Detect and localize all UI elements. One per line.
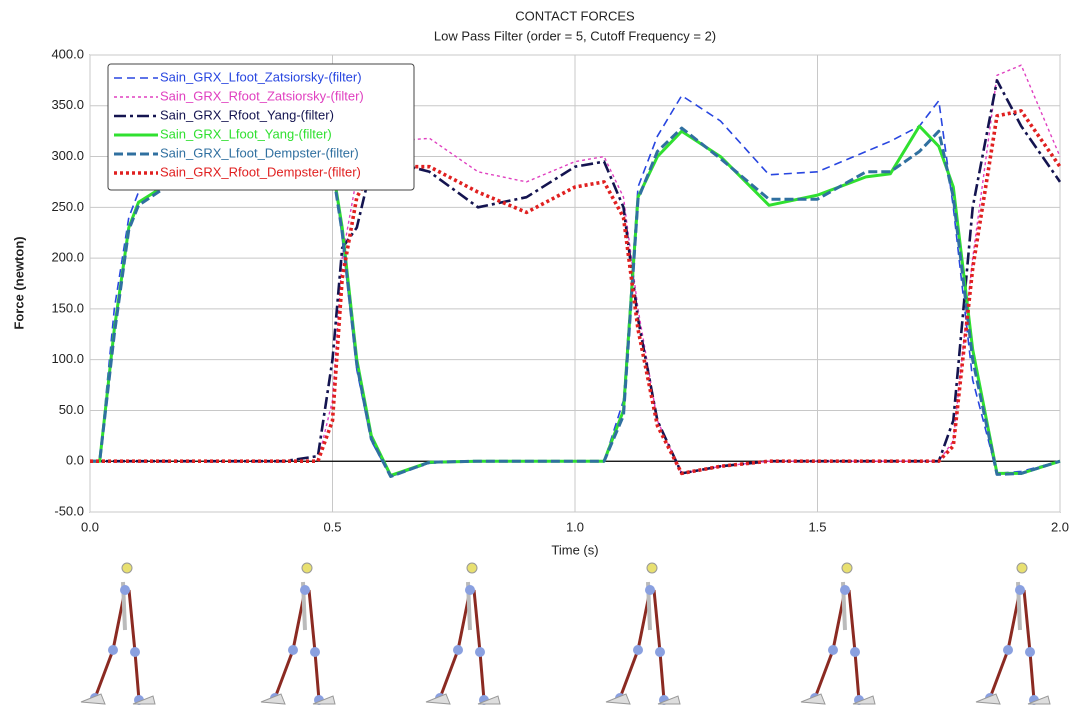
legend-label: Sain_GRX_Rfoot_Zatsiorsky-(filter)	[160, 88, 364, 103]
y-tick-label: 100.0	[51, 351, 84, 366]
y-tick-label: 150.0	[51, 300, 84, 315]
x-tick-label: 1.0	[566, 519, 584, 534]
y-tick-label: 400.0	[51, 46, 84, 61]
chart-title: CONTACT FORCES	[515, 8, 635, 23]
y-tick-label: 200.0	[51, 250, 84, 265]
legend-label: Sain_GRX_Lfoot_Dempster-(filter)	[160, 145, 359, 160]
legend-label: Sain_GRX_Lfoot_Yang-(filter)	[160, 126, 332, 141]
x-axis-label: Time (s)	[551, 542, 598, 557]
legend-box	[107, 63, 415, 191]
x-tick-label: 2.0	[1051, 519, 1069, 534]
y-axis-label: Force (newton)	[11, 236, 26, 329]
y-tick-label: -50.0	[54, 503, 84, 518]
y-tick-label: 0.0	[66, 453, 84, 468]
series-line	[90, 109, 1062, 476]
y-tick-label: 350.0	[51, 97, 84, 112]
x-tick-label: 1.5	[808, 519, 826, 534]
legend-label: Sain_GRX_Lfoot_Zatsiorsky-(filter)	[160, 69, 362, 84]
legend-label: Sain_GRX_Rfoot_Yang-(filter)	[160, 107, 334, 122]
x-tick-label: 0.0	[81, 519, 99, 534]
skeleton-figures	[79, 561, 1052, 707]
y-tick-label: 50.0	[59, 402, 84, 417]
x-tick-label: 0.5	[323, 519, 341, 534]
y-tick-label: 250.0	[51, 199, 84, 214]
chart-subtitle: Low Pass Filter (order = 5, Cutoff Frequ…	[434, 28, 716, 43]
y-tick-label: 300.0	[51, 148, 84, 163]
legend-label: Sain_GRX_Rfoot_Dempster-(filter)	[160, 164, 361, 179]
